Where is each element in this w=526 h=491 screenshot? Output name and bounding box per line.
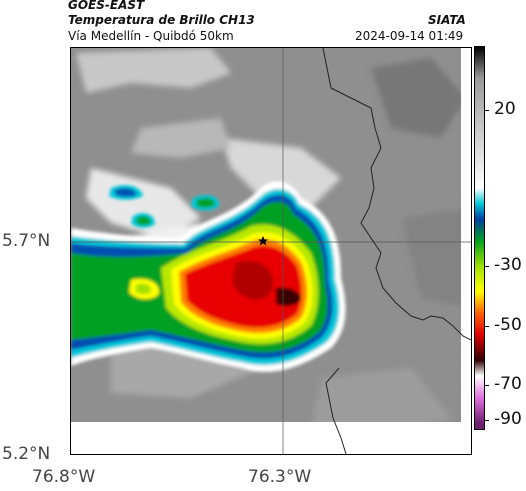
colorbar-tick	[484, 110, 489, 111]
satellite-title: GOES-EAST	[68, 0, 145, 12]
product-title: Temperatura de Brillo CH13	[68, 13, 255, 27]
lon-label-76.3: 76.3°W	[248, 467, 312, 487]
colorbar-label: -70	[494, 374, 522, 394]
lat-label-5.2: 5.2°N	[2, 444, 51, 464]
colorbar-tick	[484, 420, 489, 421]
satellite-map	[70, 47, 472, 455]
agency-label: SIATA	[428, 13, 466, 27]
lon-label-76.8: 76.8°W	[32, 467, 96, 487]
boundary-line	[325, 367, 347, 454]
region-subtitle: Vía Medellín - Quibdó 50km	[68, 29, 234, 43]
lat-label-5.7: 5.7°N	[2, 231, 51, 251]
colorbar-label: -30	[494, 255, 522, 275]
colorbar-tick	[484, 266, 489, 267]
colorbar	[474, 46, 485, 430]
brightness-temperature-field	[71, 48, 471, 454]
colorbar-tick	[484, 326, 489, 327]
colorbar-label: 20	[494, 99, 516, 119]
boundary-line	[322, 48, 471, 341]
datetime-label: 2024-09-14 01:49	[355, 29, 464, 43]
colorbar-label: -90	[494, 409, 522, 429]
colorbar-tick	[484, 385, 489, 386]
colorbar-label: -50	[494, 315, 522, 335]
star-icon	[258, 236, 268, 246]
